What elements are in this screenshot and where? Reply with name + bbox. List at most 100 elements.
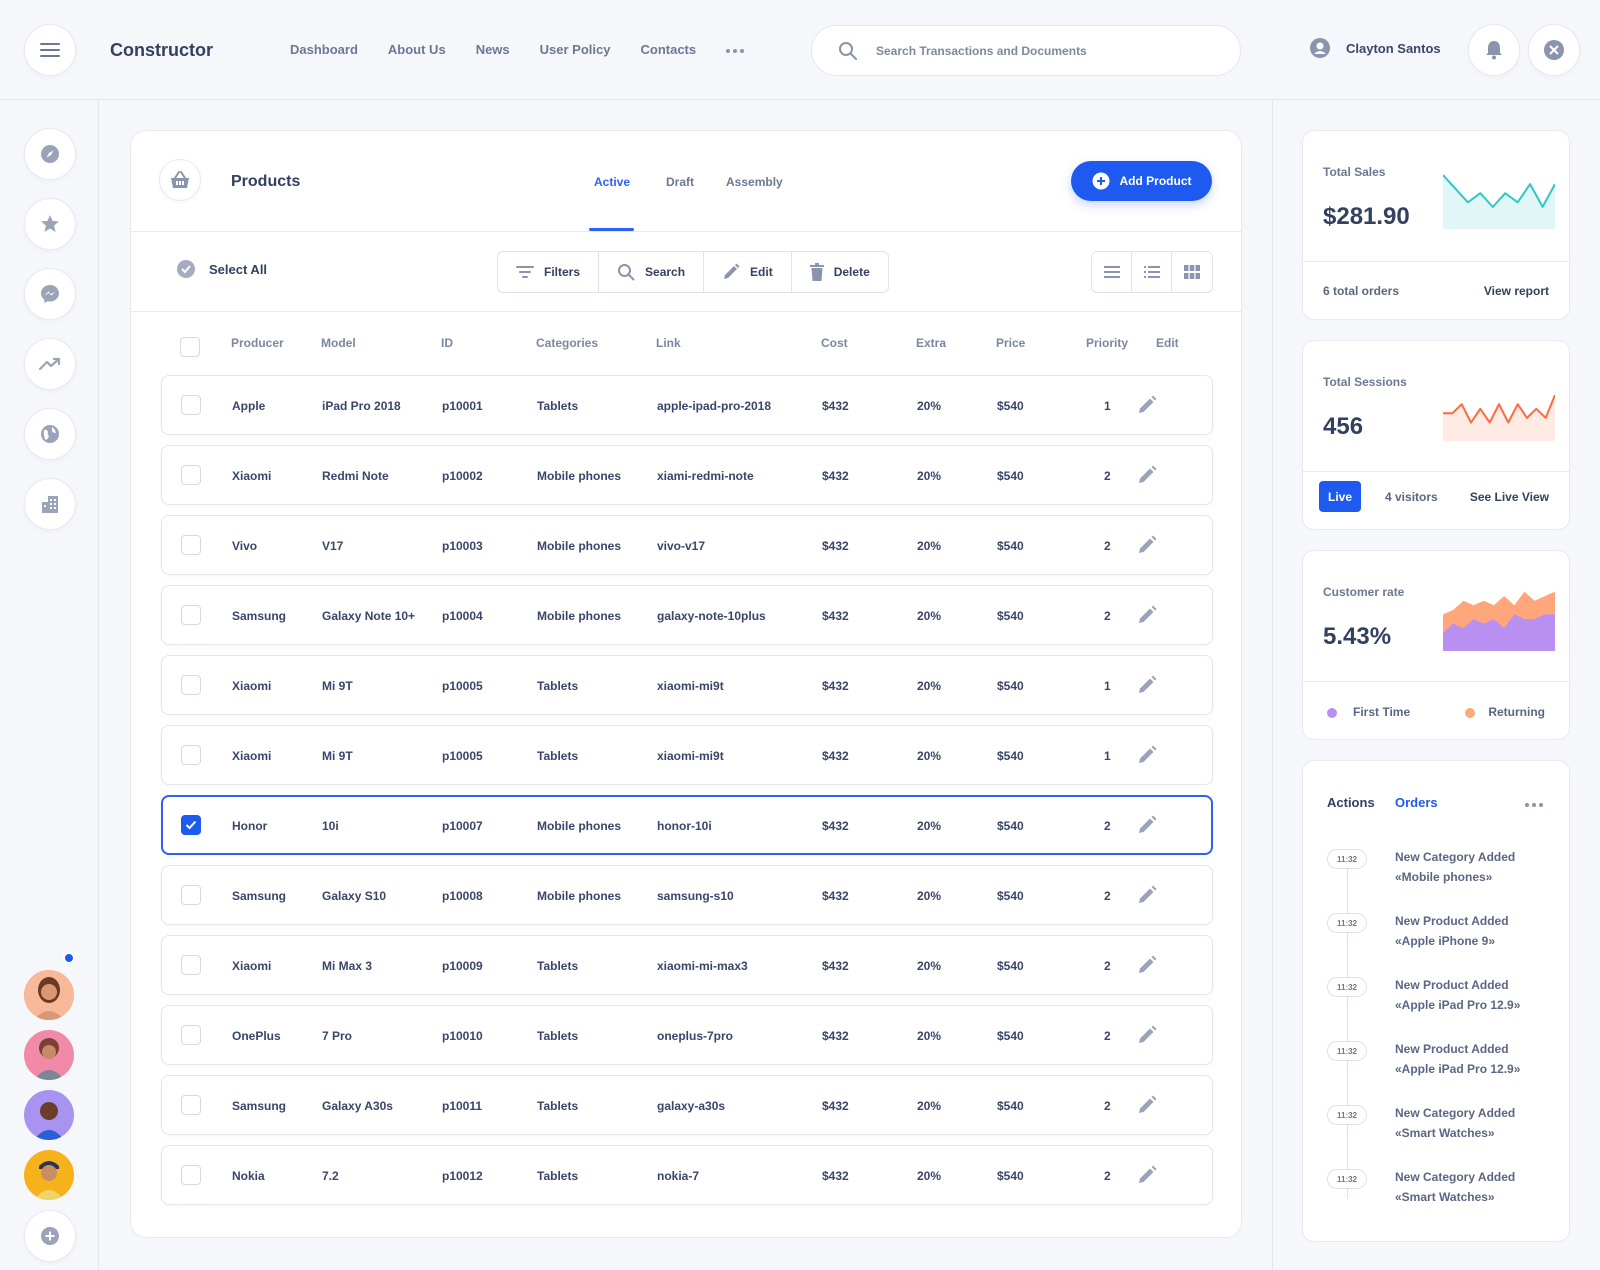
row-checkbox[interactable] [181,955,201,975]
table-row[interactable]: Nokia 7.2 p10012 Tablets nokia-7 $432 20% $540 2 [161,1145,1213,1205]
row-checkbox[interactable] [181,465,201,485]
row-checkbox[interactable] [181,815,201,835]
table-row[interactable]: Samsung Galaxy A30s p10011 Tablets galaxy-a3… [161,1075,1213,1135]
row-checkbox[interactable] [181,605,201,625]
timeline-entry[interactable]: New Product Added «Apple iPad Pro 12.9» [1395,975,1520,1015]
sidebar-globe-button[interactable] [24,408,76,460]
nav-link-contacts[interactable]: Contacts [640,42,697,57]
nav-link-dashboard[interactable]: Dashboard [290,42,358,57]
see-live-view-link[interactable]: See Live View [1469,490,1549,504]
column-header-model[interactable]: Model [321,336,356,350]
timeline-entry[interactable]: New Product Added «Apple iPad Pro 12.9» [1395,1039,1520,1079]
table-row[interactable]: Xiaomi Mi 9T p10005 Tablets xiaomi-mi9t $432 2… [161,655,1213,715]
row-checkbox[interactable] [181,1165,201,1185]
row-edit-button[interactable] [1137,1025,1157,1050]
cell-category: Tablets [537,749,579,763]
tab-actions[interactable]: Actions [1327,795,1375,810]
sidebar-analytics-button[interactable] [24,338,76,390]
nav-link-user-policy[interactable]: User Policy [539,42,611,57]
select-all-control[interactable]: Select All [177,260,267,278]
table-row[interactable]: Xiaomi Mi 9T p10005 Tablets xiaomi-mi9t $432 2… [161,725,1213,785]
team-avatar-4[interactable] [24,1150,74,1200]
table-row[interactable]: Honor 10i p10007 Mobile phones honor-10i $432… [161,795,1213,855]
table-row[interactable]: Xiaomi Mi Max 3 p10009 Tablets xiaomi-mi-max… [161,935,1213,995]
team-avatar-3[interactable] [24,1090,74,1140]
more-nav-button[interactable] [726,42,745,57]
sidebar-favorites-button[interactable] [24,198,76,250]
row-edit-button[interactable] [1137,1095,1157,1120]
tab-orders[interactable]: Orders [1395,795,1438,810]
row-edit-button[interactable] [1137,885,1157,910]
timeline-entry[interactable]: New Category Added «Mobile phones» [1395,847,1515,887]
edit-button[interactable]: Edit [704,252,792,292]
row-edit-button[interactable] [1137,745,1157,770]
view-compact-button[interactable] [1092,252,1132,292]
row-checkbox[interactable] [181,535,201,555]
tab-active[interactable]: Active [594,175,631,189]
row-checkbox[interactable] [181,675,201,695]
column-header-producer[interactable]: Producer [231,336,284,350]
cell-extra: 20% [917,539,942,553]
cell-link: galaxy-note-10plus [657,609,766,623]
nav-link-news[interactable]: News [475,42,510,57]
delete-button[interactable]: Delete [792,252,888,292]
row-edit-button[interactable] [1137,1165,1157,1190]
timeline-entry[interactable]: New Product Added «Apple iPhone 9» [1395,911,1509,951]
cell-id: p10002 [442,469,483,483]
column-header-priority[interactable]: Priority [1086,336,1129,350]
view-list-button[interactable] [1132,252,1172,292]
row-checkbox[interactable] [181,745,201,765]
row-checkbox[interactable] [181,885,201,905]
table-row[interactable]: OnePlus 7 Pro p10010 Tablets oneplus-7pro $43… [161,1005,1213,1065]
total-sales-card: Total Sales $281.90 6 total orders View … [1302,130,1570,320]
notifications-button[interactable] [1468,24,1520,76]
activity-more-button[interactable] [1525,795,1543,813]
view-grid-button[interactable] [1172,252,1212,292]
row-edit-button[interactable] [1137,465,1157,490]
add-product-button[interactable]: Add Product [1071,161,1212,201]
row-edit-button[interactable] [1137,815,1157,840]
search-products-button[interactable]: Search [599,252,705,292]
row-edit-button[interactable] [1137,395,1157,420]
row-edit-button[interactable] [1137,955,1157,980]
row-edit-button[interactable] [1137,605,1157,630]
cell-id: p10001 [442,399,483,413]
filters-button[interactable]: Filters [498,252,600,292]
view-report-link[interactable]: View report [1483,284,1549,298]
row-edit-button[interactable] [1137,535,1157,560]
column-header-categories[interactable]: Categories [536,336,599,350]
header-checkbox[interactable] [180,337,200,357]
team-avatar-2[interactable] [24,1030,74,1080]
timeline-entry[interactable]: New Category Added «Smart Watches» [1395,1167,1515,1207]
cell-model: 7 Pro [322,1029,353,1043]
table-row[interactable]: Samsung Galaxy S10 p10008 Mobile phones sams… [161,865,1213,925]
live-badge[interactable]: Live [1319,481,1361,512]
sidebar-messenger-button[interactable] [24,268,76,320]
search-input[interactable] [876,40,1216,62]
column-header-link[interactable]: Link [656,336,681,350]
team-avatar-1[interactable] [24,970,74,1020]
sidebar-compass-button[interactable] [24,128,76,180]
tab-assembly[interactable]: Assembly [726,175,783,189]
row-checkbox[interactable] [181,395,201,415]
tab-draft[interactable]: Draft [666,175,695,189]
table-row[interactable]: Xiaomi Redmi Note p10002 Mobile phones xiami… [161,445,1213,505]
column-header-price[interactable]: Price [996,336,1026,350]
table-row[interactable]: Apple iPad Pro 2018 p10001 Tablets apple-ipa… [161,375,1213,435]
sidebar-buildings-button[interactable] [24,478,76,530]
close-button[interactable] [1528,24,1580,76]
row-checkbox[interactable] [181,1025,201,1045]
add-member-button[interactable] [24,1210,76,1262]
user-profile[interactable]: Clayton Santos [1310,38,1441,58]
nav-link-about-us[interactable]: About Us [387,42,446,57]
column-header-cost[interactable]: Cost [821,336,848,350]
column-header-extra[interactable]: Extra [916,336,947,350]
row-checkbox[interactable] [181,1095,201,1115]
total-sales-label: Total Sales [1323,165,1386,179]
timeline-entry[interactable]: New Category Added «Smart Watches» [1395,1103,1515,1143]
table-row[interactable]: Vivo V17 p10003 Mobile phones vivo-v17 $432 20… [161,515,1213,575]
hamburger-menu-button[interactable] [24,24,76,76]
table-row[interactable]: Samsung Galaxy Note 10+ p10004 Mobile phone… [161,585,1213,645]
row-edit-button[interactable] [1137,675,1157,700]
column-header-id[interactable]: ID [441,336,453,350]
